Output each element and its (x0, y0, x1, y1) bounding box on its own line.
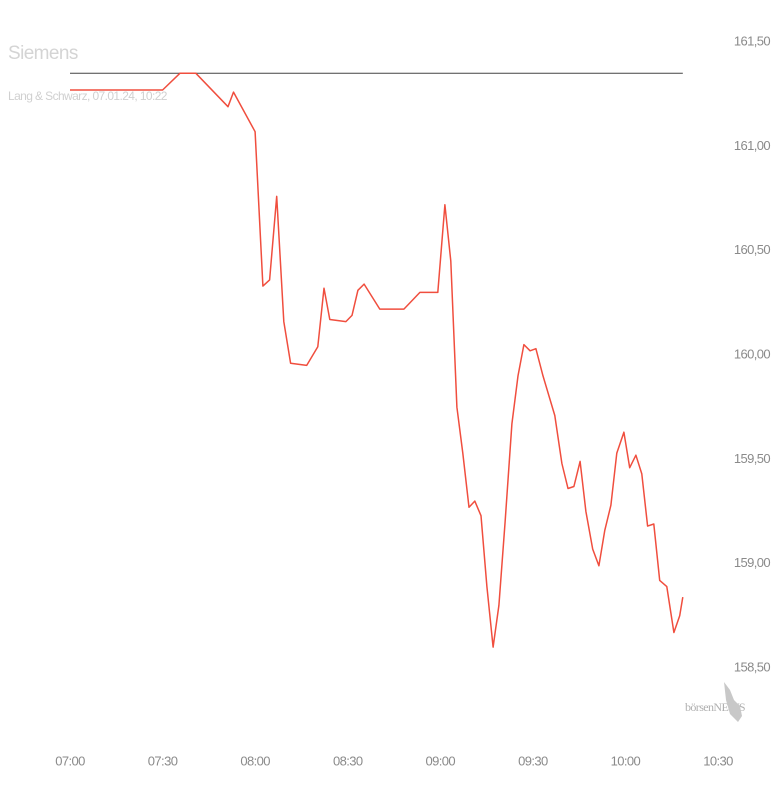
y-tick-label: 159,00 (734, 555, 771, 570)
y-tick-label: 158,50 (734, 659, 771, 674)
y-tick-label: 160,50 (734, 242, 771, 257)
x-tick-label: 08:30 (333, 753, 363, 768)
x-tick-label: 07:30 (148, 753, 178, 768)
x-tick-label: 07:00 (55, 753, 85, 768)
x-tick-label: 10:30 (703, 753, 733, 768)
y-tick-label: 159,50 (734, 451, 771, 466)
chart-title: Siemens (8, 43, 78, 64)
x-tick-label: 09:00 (426, 753, 456, 768)
x-tick-label: 10:00 (611, 753, 641, 768)
price-line (70, 72, 684, 648)
y-tick-label: 161,50 (734, 33, 771, 48)
y-tick-label: 160,00 (734, 346, 771, 361)
y-tick-label: 161,00 (734, 138, 771, 153)
x-tick-label: 08:00 (240, 753, 270, 768)
x-tick-label: 09:30 (518, 753, 548, 768)
chart-subtitle: Lang & Schwarz, 07.01.24, 10:22 (8, 89, 168, 103)
watermark-icon (724, 682, 742, 722)
